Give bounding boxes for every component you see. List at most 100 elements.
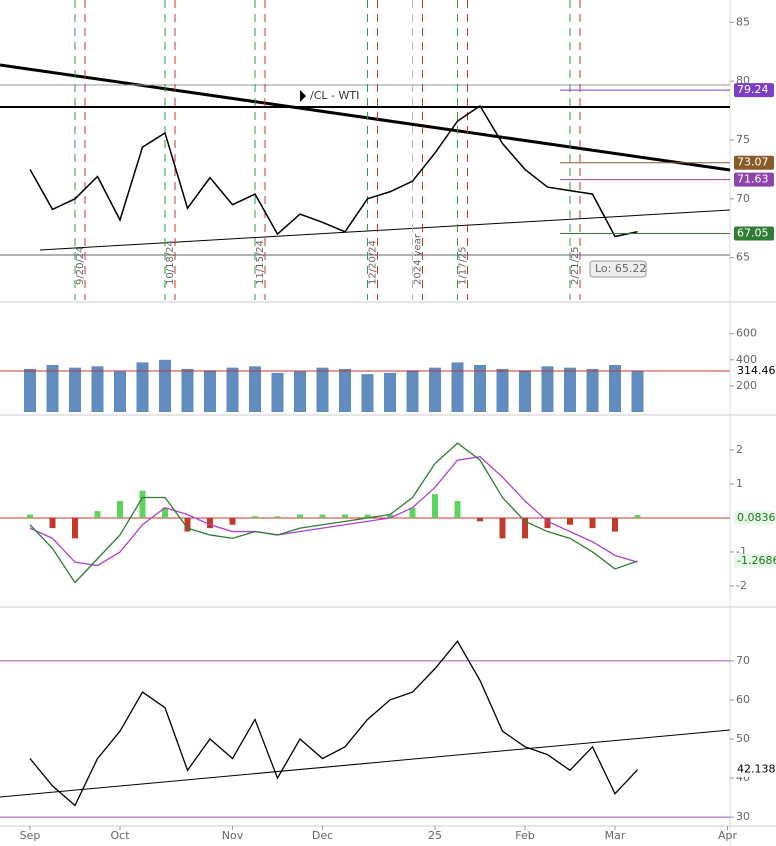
value-label: 71.63 bbox=[737, 173, 769, 186]
histogram-bar bbox=[162, 507, 168, 518]
histogram-bar bbox=[364, 514, 371, 518]
histogram-bar bbox=[387, 514, 393, 518]
y-tick-label: 85 bbox=[736, 15, 750, 28]
chart-title: /CL - WTI bbox=[310, 89, 359, 102]
histogram-bar bbox=[522, 517, 528, 539]
volume-bar bbox=[406, 370, 419, 412]
x-tick-label: Oct bbox=[110, 829, 130, 842]
x-tick-label: Apr bbox=[718, 829, 738, 842]
volume-bar bbox=[474, 365, 486, 412]
volume-bar bbox=[361, 374, 374, 412]
price-line bbox=[29, 104, 638, 238]
rsi-trend-line bbox=[0, 729, 731, 798]
x-tick-label: Feb bbox=[515, 829, 534, 842]
volume-bar bbox=[294, 371, 306, 412]
value-badge bbox=[734, 83, 774, 98]
trend-line bbox=[0, 63, 731, 172]
value-label: 0.08361 bbox=[737, 511, 776, 524]
value-label: 73.07 bbox=[737, 156, 769, 169]
volume-bar bbox=[249, 366, 261, 412]
volume-bar bbox=[541, 366, 554, 412]
volume-bar bbox=[46, 365, 59, 412]
event-label: 1/17/25 bbox=[458, 246, 469, 285]
value-badge bbox=[734, 363, 774, 378]
y-tick-label: 75 bbox=[736, 133, 750, 146]
histogram-bar bbox=[342, 514, 348, 518]
volume-bar bbox=[519, 370, 531, 412]
value-label: 79.24 bbox=[737, 83, 769, 96]
value-label: 314.463 bbox=[737, 364, 776, 377]
value-badge bbox=[734, 172, 774, 187]
volume-bar bbox=[586, 368, 599, 412]
histogram-bar bbox=[297, 514, 303, 518]
histogram-bar bbox=[499, 517, 506, 539]
volume-bar bbox=[114, 371, 126, 412]
volume-bar bbox=[631, 370, 644, 412]
y-tick-label: 70 bbox=[736, 192, 750, 205]
y-tick-label: 60 bbox=[736, 693, 750, 706]
volume-bar bbox=[609, 365, 621, 412]
volume-bar bbox=[226, 367, 239, 412]
y-tick-label: 400 bbox=[736, 353, 757, 366]
rsi-line bbox=[29, 640, 638, 807]
y-tick-label: 1 bbox=[736, 477, 743, 490]
y-tick-label: -2 bbox=[736, 579, 747, 592]
histogram-bar bbox=[409, 507, 416, 518]
x-tick-label: Mar bbox=[605, 829, 626, 842]
volume-bar bbox=[564, 367, 576, 412]
x-tick-label: Sep bbox=[20, 829, 41, 842]
volume-bar bbox=[91, 366, 104, 412]
y-tick-label: 30 bbox=[736, 810, 750, 823]
signal-line bbox=[29, 456, 638, 567]
volume-bar bbox=[429, 367, 441, 412]
event-label: 10/18/24 bbox=[165, 240, 176, 285]
volume-bar bbox=[136, 362, 149, 412]
macd-line bbox=[29, 442, 638, 584]
volume-bar bbox=[271, 372, 284, 412]
y-tick-label: -1 bbox=[736, 545, 747, 558]
value-label: 67.05 bbox=[737, 227, 769, 240]
histogram-bar bbox=[612, 517, 618, 532]
event-label: 2/21/25 bbox=[570, 246, 581, 285]
x-tick-label: Dec bbox=[312, 829, 333, 842]
histogram-bar bbox=[477, 517, 483, 522]
histogram-bar bbox=[72, 517, 78, 539]
support-line bbox=[39, 209, 731, 251]
histogram-bar bbox=[49, 517, 56, 529]
histogram-bar bbox=[252, 516, 258, 518]
volume-bar bbox=[24, 368, 36, 412]
event-label: 9/20/24 bbox=[75, 246, 86, 285]
value-label: -1.2686 bbox=[737, 554, 776, 567]
y-tick-label: 70 bbox=[736, 654, 750, 667]
histogram-bar bbox=[229, 517, 236, 525]
histogram-bar bbox=[589, 517, 596, 529]
volume-bar bbox=[316, 367, 329, 412]
y-tick-label: 200 bbox=[736, 379, 757, 392]
histogram-bar bbox=[184, 517, 191, 532]
y-tick-label: 600 bbox=[736, 327, 757, 340]
x-tick-label: Nov bbox=[222, 829, 244, 842]
value-badge bbox=[734, 155, 774, 170]
y-tick-label: 2 bbox=[736, 443, 743, 456]
histogram-bar bbox=[454, 500, 461, 518]
event-label: 2024 year bbox=[413, 233, 424, 285]
event-label: 12/20/24 bbox=[368, 240, 379, 285]
volume-bar bbox=[339, 368, 351, 412]
value-badge bbox=[734, 226, 774, 241]
histogram-bar bbox=[139, 490, 146, 518]
histogram-bar bbox=[319, 514, 326, 518]
title-marker bbox=[300, 90, 306, 102]
event-label: 11/15/24 bbox=[255, 240, 266, 285]
histogram-bar bbox=[634, 515, 641, 518]
histogram-bar bbox=[544, 517, 551, 529]
histogram-bar bbox=[94, 511, 101, 518]
x-tick-label: 25 bbox=[428, 829, 442, 842]
volume-bar bbox=[204, 370, 216, 412]
histogram-bar bbox=[27, 514, 33, 518]
histogram-bar bbox=[117, 500, 123, 518]
volume-bar bbox=[496, 368, 509, 412]
volume-bar bbox=[451, 362, 464, 412]
value-badge bbox=[734, 554, 774, 569]
